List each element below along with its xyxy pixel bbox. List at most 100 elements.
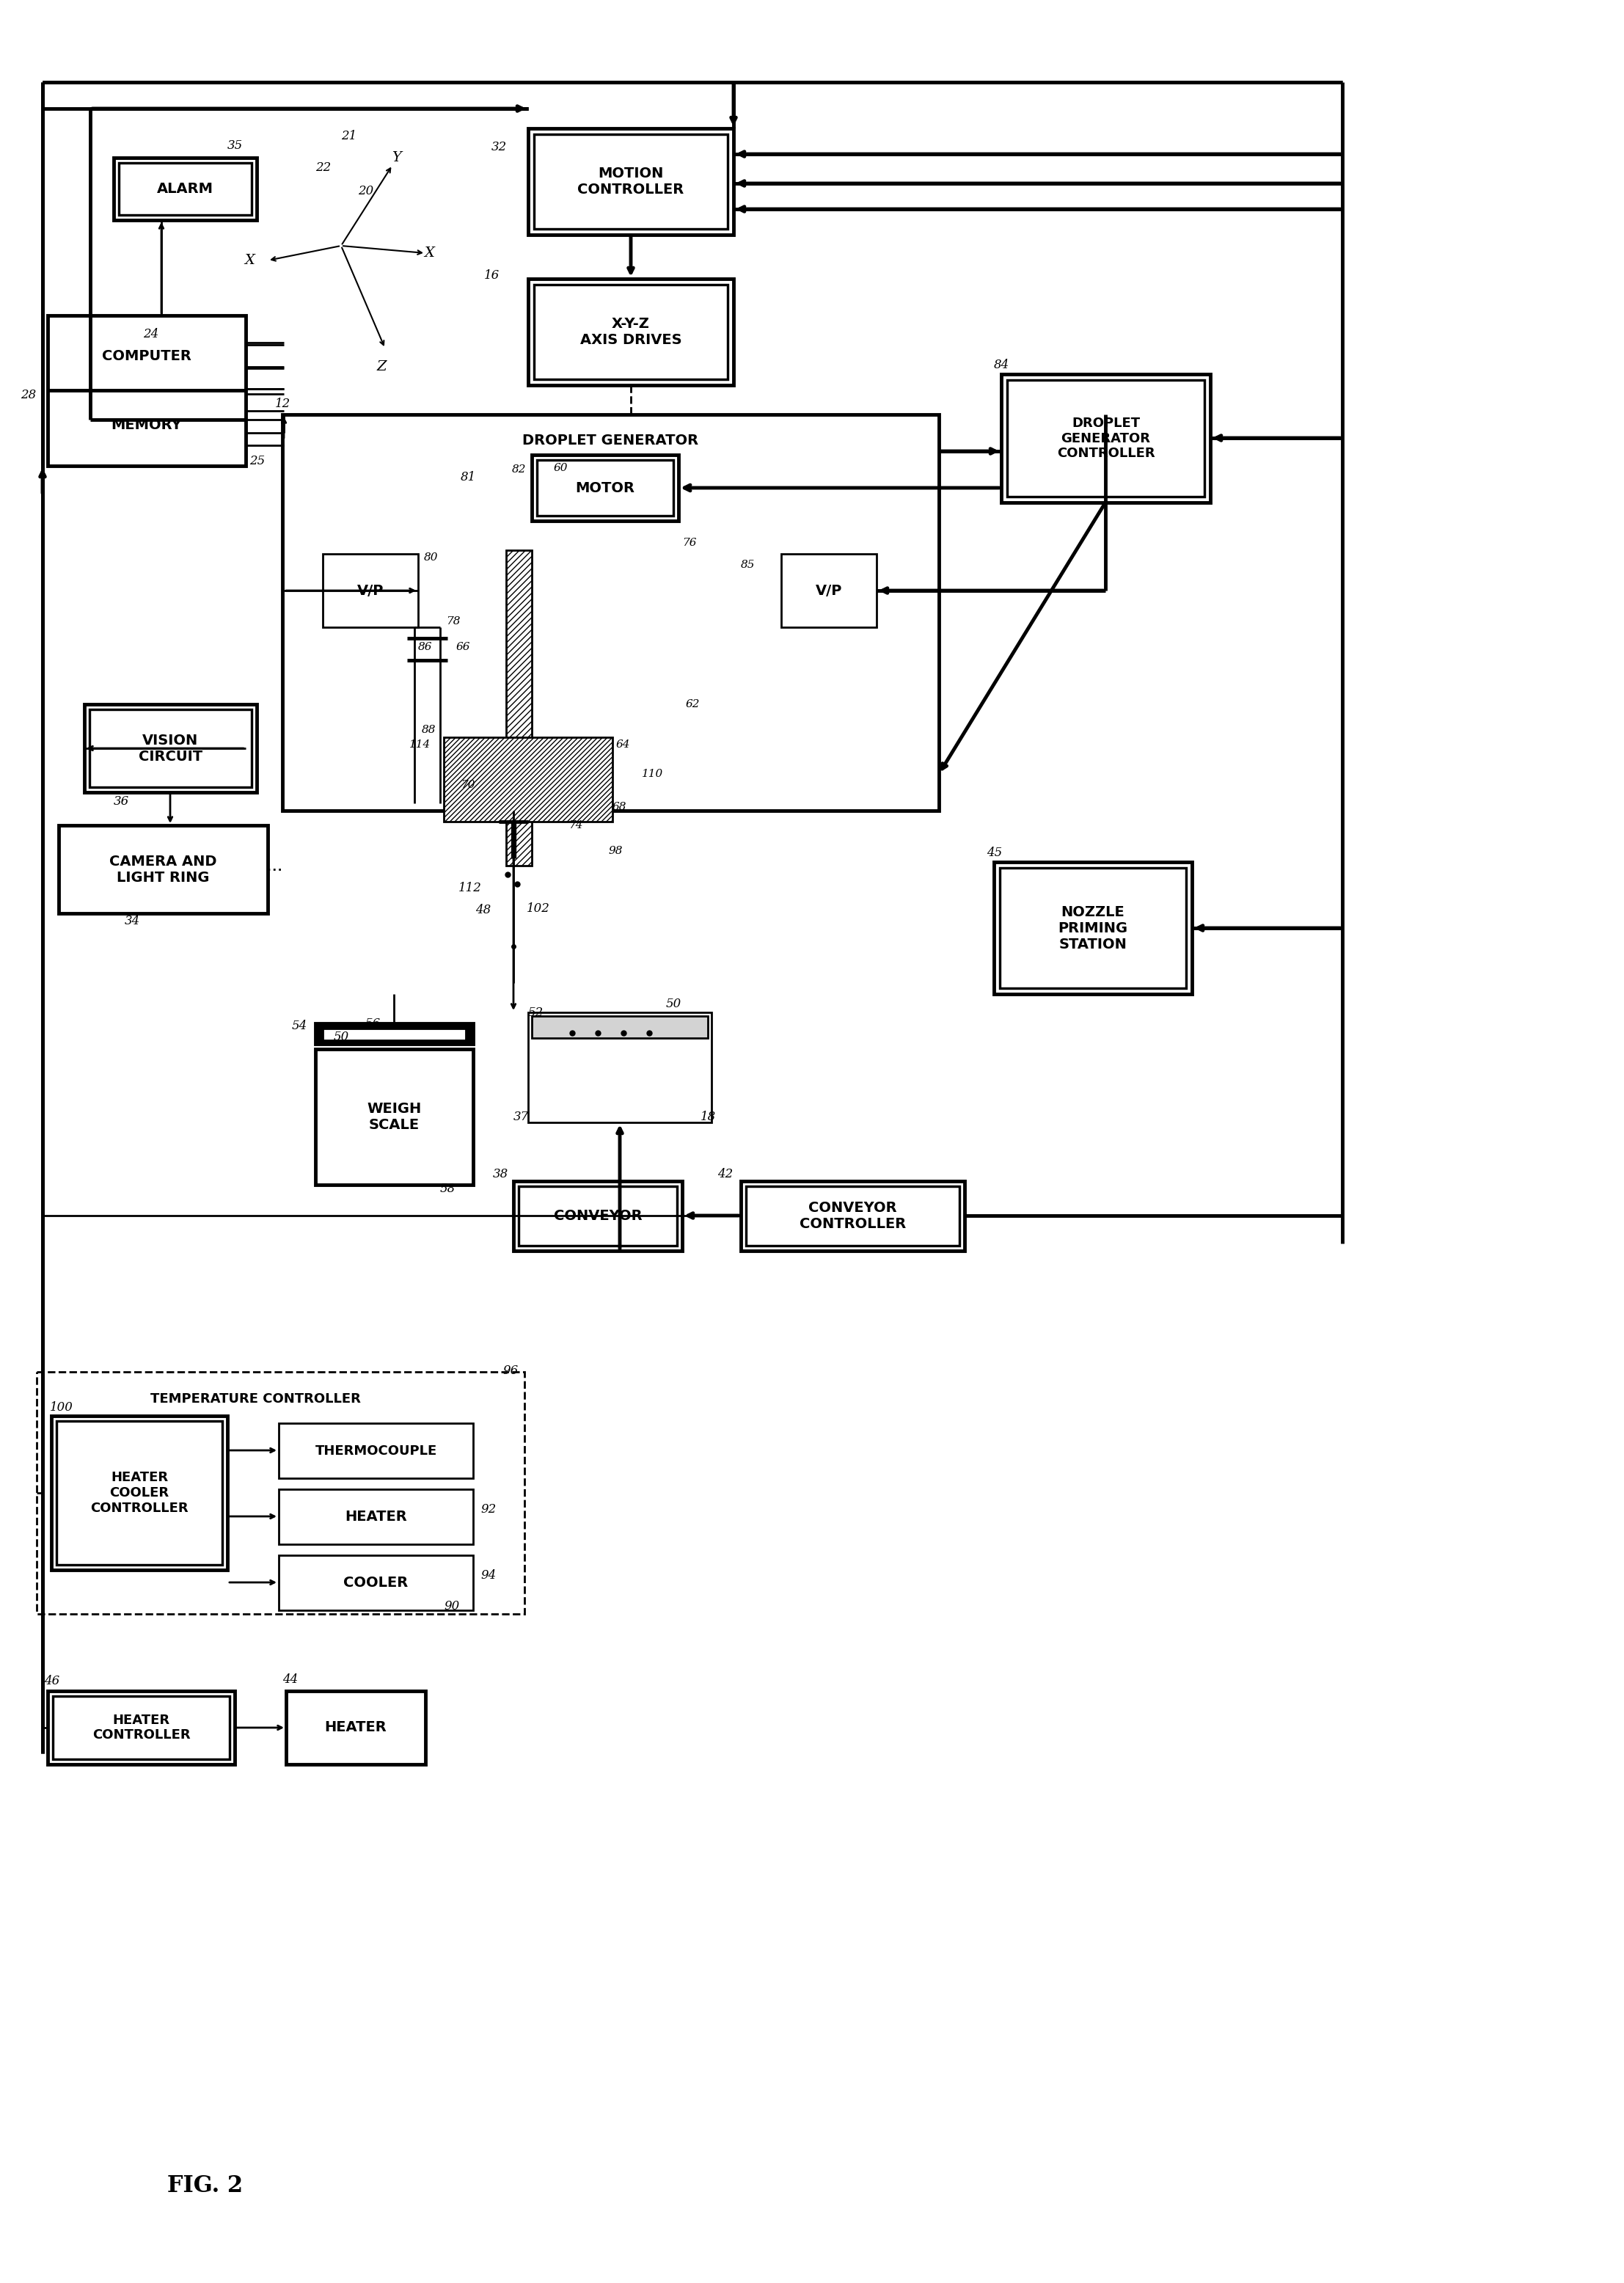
Bar	[745, 1187, 960, 1247]
Bar	[47, 315, 245, 466]
Text: 85: 85	[741, 559, 755, 571]
Text: THERMOCOUPLE: THERMOCOUPLE	[315, 1445, 437, 1457]
Text: CONVEYOR
CONTROLLER: CONVEYOR CONTROLLER	[799, 1201, 906, 1231]
Text: 16: 16	[484, 269, 500, 281]
Text: V/P: V/P	[815, 584, 843, 598]
Bar	[37, 1372, 525, 1614]
Text: DROPLET
GENERATOR
CONTROLLER: DROPLET GENERATOR CONTROLLER	[1057, 416, 1155, 461]
Text: 12: 12	[274, 397, 291, 409]
Text: 78: 78	[447, 616, 460, 626]
Text: 81: 81	[461, 470, 476, 484]
Text: 86: 86	[417, 642, 432, 653]
Text: 64: 64	[615, 740, 630, 749]
Text: 98: 98	[609, 847, 624, 856]
Bar	[1002, 374, 1210, 502]
Text: 110: 110	[641, 769, 663, 779]
Text: MEMORY: MEMORY	[112, 418, 182, 431]
Bar	[1007, 379, 1205, 498]
Bar	[534, 285, 728, 379]
Text: MOTOR: MOTOR	[575, 482, 635, 495]
Text: V/P: V/P	[357, 584, 383, 598]
Text: 70: 70	[461, 781, 474, 790]
Text: HEATER: HEATER	[325, 1721, 387, 1735]
Text: 42: 42	[718, 1167, 732, 1180]
Text: 82: 82	[512, 463, 526, 475]
Text: 50: 50	[666, 998, 682, 1009]
Bar	[57, 1420, 222, 1564]
Bar	[279, 1489, 473, 1543]
Text: 50: 50	[335, 1030, 349, 1043]
Text: 94: 94	[481, 1571, 495, 1582]
Bar	[528, 279, 734, 386]
Text: 96: 96	[502, 1365, 518, 1377]
Bar	[114, 158, 257, 219]
Bar	[47, 1692, 235, 1765]
Text: 88: 88	[422, 724, 437, 735]
Text: 90: 90	[443, 1600, 460, 1612]
Text: 25: 25	[250, 454, 265, 468]
Text: 32: 32	[492, 142, 507, 153]
Text: 45: 45	[986, 847, 1002, 858]
Text: X-Y-Z
AXIS DRIVES: X-Y-Z AXIS DRIVES	[580, 317, 682, 347]
Text: HEATER
COOLER
CONTROLLER: HEATER COOLER CONTROLLER	[91, 1470, 188, 1514]
Text: 102: 102	[526, 902, 551, 915]
Text: CAMERA AND
LIGHT RING: CAMERA AND LIGHT RING	[109, 854, 218, 884]
Text: 48: 48	[476, 904, 490, 915]
Text: COOLER: COOLER	[344, 1575, 408, 1589]
Text: 18: 18	[700, 1110, 716, 1123]
Bar	[518, 1187, 677, 1247]
Bar	[994, 863, 1192, 993]
Text: 56: 56	[365, 1018, 382, 1030]
Text: Y: Y	[391, 151, 401, 164]
Bar	[84, 703, 257, 792]
Text: NOZZLE
PRIMING
STATION: NOZZLE PRIMING STATION	[1059, 904, 1127, 952]
Bar	[741, 1180, 965, 1251]
Text: 28: 28	[21, 388, 36, 402]
Text: 54: 54	[292, 1018, 307, 1032]
Text: 46: 46	[44, 1676, 60, 1687]
Bar	[1000, 868, 1186, 989]
Text: X: X	[244, 253, 255, 267]
Text: HEATER
CONTROLLER: HEATER CONTROLLER	[93, 1715, 190, 1742]
Bar	[119, 162, 252, 215]
Text: 35: 35	[227, 139, 244, 151]
Bar	[279, 1422, 473, 1477]
Text: 68: 68	[612, 801, 627, 813]
Text: 34: 34	[125, 915, 140, 927]
Text: 84: 84	[994, 358, 1010, 370]
Text: 62: 62	[685, 699, 700, 710]
Text: 21: 21	[341, 130, 357, 142]
Text: 60: 60	[554, 463, 568, 473]
Bar	[534, 135, 728, 228]
Text: 112: 112	[458, 881, 482, 895]
Text: 36: 36	[114, 794, 130, 808]
Text: FIG. 2: FIG. 2	[167, 2176, 244, 2199]
Bar	[531, 454, 679, 521]
Text: 24: 24	[143, 326, 159, 340]
Text: 74: 74	[568, 820, 583, 831]
Text: 92: 92	[481, 1502, 495, 1516]
Bar	[89, 710, 252, 788]
Bar	[286, 1692, 425, 1765]
Bar	[781, 555, 877, 628]
Text: 20: 20	[357, 185, 374, 196]
Bar	[513, 1180, 682, 1251]
Text: 76: 76	[682, 539, 697, 548]
Bar	[323, 1030, 466, 1041]
Bar	[528, 128, 734, 235]
Bar	[279, 1555, 473, 1610]
Text: 44: 44	[283, 1673, 297, 1687]
Bar	[443, 737, 612, 822]
Bar	[315, 1050, 473, 1185]
Text: 114: 114	[409, 740, 430, 749]
Text: 38: 38	[494, 1167, 508, 1180]
Text: 52: 52	[528, 1007, 544, 1018]
Text: Z: Z	[377, 361, 387, 374]
Text: 80: 80	[424, 552, 438, 562]
Text: DROPLET GENERATOR: DROPLET GENERATOR	[523, 434, 698, 447]
Text: VISION
CIRCUIT: VISION CIRCUIT	[138, 733, 203, 763]
Text: 100: 100	[50, 1402, 73, 1413]
Bar	[315, 1023, 473, 1043]
Text: CONVEYOR: CONVEYOR	[554, 1210, 641, 1224]
Text: 66: 66	[456, 642, 471, 653]
